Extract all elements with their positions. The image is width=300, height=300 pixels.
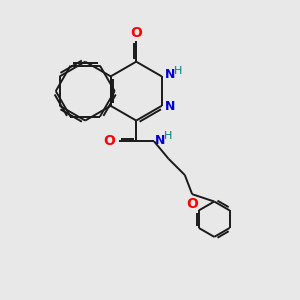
Text: O: O: [130, 26, 142, 40]
Text: N: N: [155, 134, 166, 147]
Text: O: O: [104, 134, 116, 148]
Text: N: N: [165, 100, 176, 113]
Text: N: N: [165, 68, 176, 81]
Text: H: H: [174, 66, 182, 76]
Text: H: H: [164, 131, 172, 142]
Text: O: O: [186, 197, 198, 211]
